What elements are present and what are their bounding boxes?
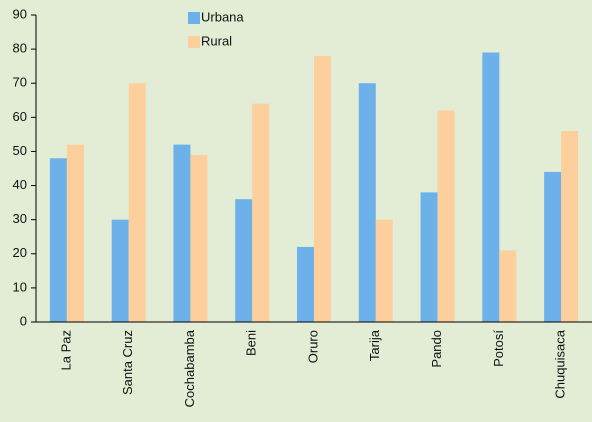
bar bbox=[235, 199, 253, 322]
bar bbox=[437, 110, 455, 322]
y-tick-label: 60 bbox=[13, 109, 27, 124]
bar bbox=[128, 83, 146, 322]
bar bbox=[482, 52, 500, 323]
bar bbox=[420, 192, 438, 322]
y-tick-label: 40 bbox=[13, 177, 27, 192]
bar bbox=[544, 171, 562, 322]
x-tick-label: Pando bbox=[429, 330, 444, 368]
x-tick-label: Beni bbox=[244, 330, 259, 356]
x-tick-label: Oruro bbox=[305, 330, 320, 363]
x-tick-label: Tarija bbox=[367, 329, 382, 361]
y-tick-label: 10 bbox=[13, 279, 27, 294]
legend-label: Urbana bbox=[201, 9, 244, 24]
legend-swatch bbox=[188, 12, 200, 24]
y-tick-label: 20 bbox=[13, 245, 27, 260]
bar bbox=[358, 83, 376, 322]
bar bbox=[297, 246, 314, 322]
bar bbox=[66, 144, 84, 322]
y-tick-label: 80 bbox=[13, 41, 27, 56]
legend-label: Rural bbox=[201, 33, 232, 48]
x-tick-label: Cochabamba bbox=[182, 329, 197, 407]
x-tick-label: Santa Cruz bbox=[120, 330, 135, 395]
y-tick-label: 50 bbox=[13, 143, 27, 158]
bar bbox=[173, 144, 191, 322]
bar bbox=[111, 219, 129, 322]
bar bbox=[49, 158, 67, 322]
bar bbox=[190, 154, 208, 322]
y-tick-label: 90 bbox=[13, 6, 27, 21]
y-tick-label: 70 bbox=[13, 75, 27, 90]
bar bbox=[252, 103, 270, 322]
y-tick-label: 0 bbox=[20, 313, 27, 328]
y-tick-label: 30 bbox=[13, 211, 27, 226]
x-tick-label: Chuquisaca bbox=[553, 329, 568, 398]
x-tick-label: Potosí bbox=[491, 330, 506, 367]
legend-swatch bbox=[188, 36, 200, 48]
bar bbox=[375, 219, 393, 322]
bar bbox=[499, 250, 517, 322]
bar bbox=[561, 130, 579, 322]
x-tick-label: La Paz bbox=[58, 330, 73, 370]
bar bbox=[314, 55, 331, 322]
